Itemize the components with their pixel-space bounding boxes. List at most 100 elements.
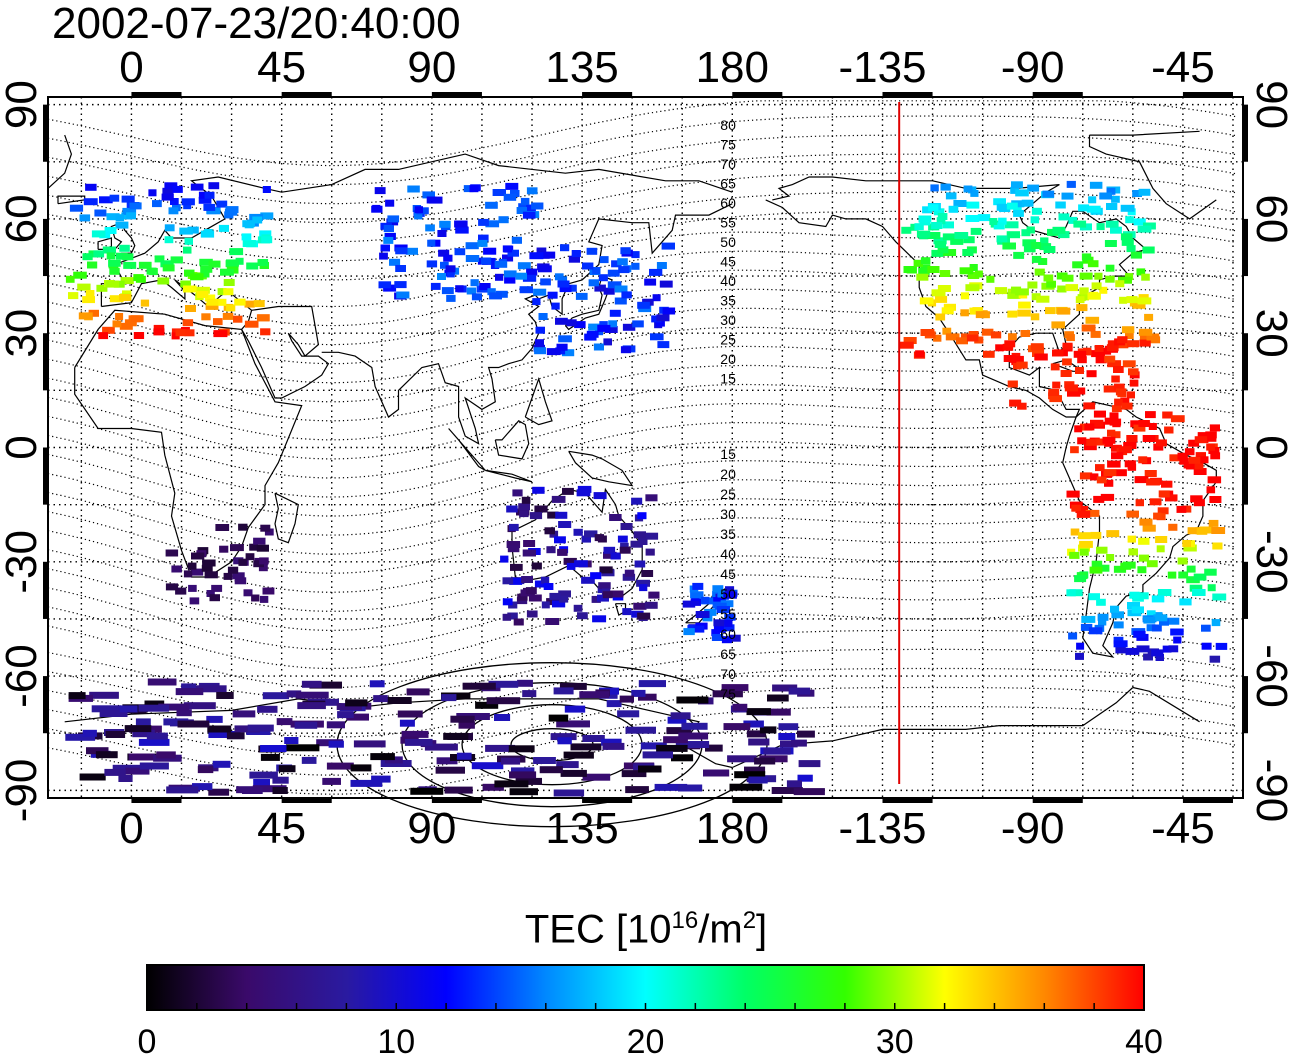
tec-pixel (401, 730, 429, 738)
tec-pixel (1138, 456, 1148, 464)
tec-pixel (540, 278, 551, 286)
tec-pixel (184, 329, 195, 337)
tec-pixel (500, 555, 509, 563)
tec-pixel (916, 230, 931, 238)
tec-pixel (204, 294, 216, 302)
tec-pixel (236, 786, 260, 794)
tec-pixel (1133, 630, 1146, 638)
tec-pixel (86, 747, 109, 755)
tec-pixel (414, 212, 423, 220)
tec-pixel (1182, 540, 1191, 547)
tec-pixel (138, 738, 170, 746)
frame-bar-right (1244, 104, 1248, 162)
tec-pixel (350, 779, 383, 787)
tec-pixel (1169, 454, 1181, 462)
contour-label-south: 15 (720, 446, 736, 462)
tec-pixel (272, 787, 288, 794)
tec-pixel (1130, 251, 1142, 259)
tec-pixel (226, 259, 239, 267)
tec-pixel (1162, 645, 1172, 653)
tec-pixel (198, 196, 212, 204)
tec-pixel (933, 237, 947, 245)
tec-pixel (1178, 571, 1189, 579)
tec-pixel (557, 737, 572, 745)
tec-pixel (471, 762, 504, 770)
tec-pixel (154, 255, 165, 263)
tec-pixel (620, 346, 632, 354)
tec-pixel (723, 591, 737, 599)
tec-pixel (148, 189, 157, 197)
map-frame (47, 96, 1244, 799)
tec-pixel (500, 757, 521, 765)
tec-pixel (609, 514, 622, 521)
tec-pixel (262, 186, 271, 193)
tec-pixel (1104, 479, 1114, 487)
latitude-labels: 90 90 60 60 30 30 0 0 -30 -30 -60 -60 -90 -90 (0, 80, 1292, 822)
tec-pixel (603, 551, 617, 559)
tec-pixel (1081, 253, 1092, 261)
tec-pixel (1085, 316, 1100, 324)
tec-pixel (217, 298, 227, 306)
tec-pixel (544, 527, 555, 535)
tec-pixel (1207, 584, 1216, 592)
tec-pixel (187, 562, 197, 570)
tec-pixel (1111, 452, 1124, 460)
tec-pixel (1057, 307, 1071, 315)
tec-pixel (1165, 494, 1178, 502)
tec-pixel (217, 288, 227, 296)
tec-pixel (573, 604, 583, 612)
tec-pixel (230, 544, 244, 552)
lon-label-top: -90 (1001, 43, 1065, 92)
tec-pixel (1156, 545, 1165, 553)
tec-pixel (285, 744, 320, 752)
frame-bar-top (1182, 92, 1233, 96)
tec-pixel (963, 236, 975, 244)
tec-pixel (122, 207, 137, 215)
tec-pixel (507, 612, 518, 620)
tec-pixel (203, 229, 213, 236)
tec-pixel (1107, 429, 1116, 437)
tec-pixel (197, 766, 214, 774)
tec-pixel (206, 298, 219, 306)
tec-pixel (262, 692, 289, 700)
tec-pixel (586, 330, 599, 338)
magnetic-contour-line (47, 288, 1237, 365)
tec-pixel (1079, 287, 1089, 295)
tec-pixel (1168, 645, 1179, 653)
tec-pixel (437, 230, 447, 237)
tec-pixel (219, 545, 229, 553)
tec-pixel (1076, 304, 1088, 312)
tec-pixel (1116, 469, 1127, 477)
tec-pixel (1157, 507, 1169, 515)
tec-pixel (1193, 468, 1207, 475)
tec-pixel (948, 205, 959, 213)
tec-pixel (566, 562, 576, 570)
tec-pixel (538, 313, 548, 320)
tec-pixel (425, 224, 435, 232)
tec-pixel (717, 590, 728, 598)
tec-pixel (1087, 292, 1101, 300)
tec-pixel (242, 240, 256, 247)
tec-pixel (77, 283, 91, 291)
tec-pixel (454, 248, 466, 256)
lat-label-right: -60 (1247, 644, 1292, 708)
tec-pixel (1204, 568, 1217, 576)
tec-pixel (588, 279, 599, 287)
tec-pixel (656, 314, 670, 322)
tec-pixel (102, 246, 116, 254)
tec-pixel (604, 326, 618, 333)
tec-pixel (93, 250, 105, 258)
tec-pixel (1010, 186, 1019, 194)
tec-pixel (380, 760, 412, 767)
tec-pixel (1078, 204, 1090, 212)
tec-pixel (1081, 324, 1096, 332)
tec-pixel (942, 327, 952, 335)
tec-pixel (638, 765, 662, 773)
tec-pixel (541, 601, 550, 609)
tec-pixel (1184, 448, 1195, 456)
tec-pixel (645, 548, 655, 556)
tec-pixel (525, 204, 536, 212)
tec-pixel (478, 234, 489, 242)
tec-pixel (1106, 187, 1116, 195)
